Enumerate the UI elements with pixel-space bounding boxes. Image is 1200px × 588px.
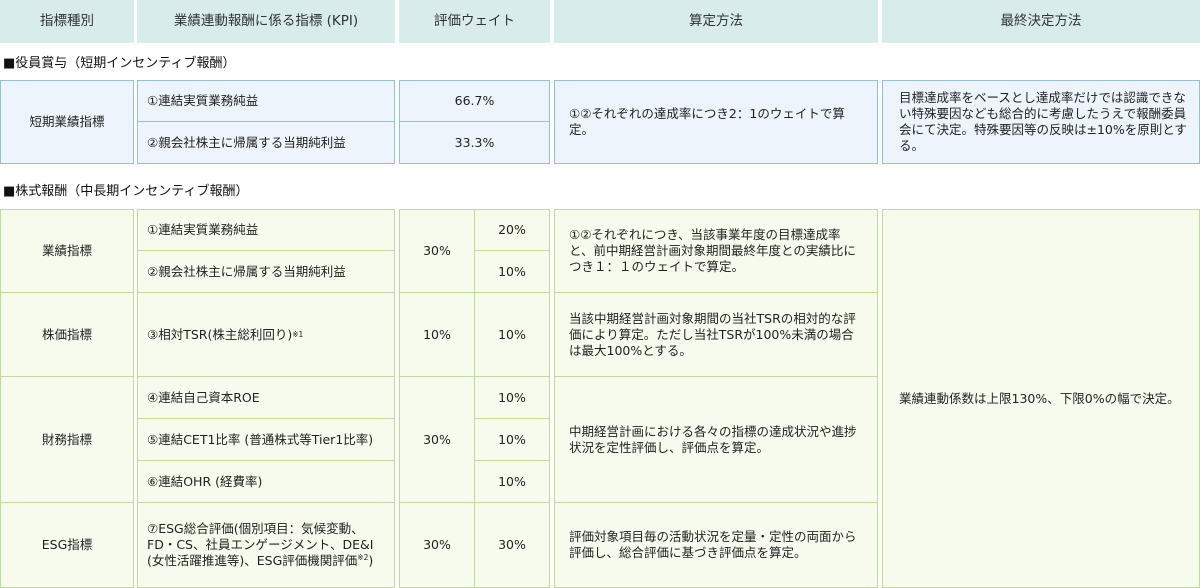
weight-kpi4: 10% xyxy=(474,377,550,419)
section-title-stock: ■株式報酬（中長期インセンティブ報酬） xyxy=(3,184,249,199)
method-performance: ①②それぞれにつき、当該事業年度の目標達成率と、前中期経営計画対象期間最終年度と… xyxy=(554,209,878,293)
weight-kpi6: 10% xyxy=(474,461,550,503)
method-esg: 評価対象項目毎の活動状況を定量・定性の両面から評価し、総合評価に基づき評価点を算… xyxy=(554,503,878,588)
weight-kpi5: 10% xyxy=(474,419,550,461)
kpi-relative-tsr: ③相対TSR(株主総利回り) ※1 xyxy=(137,293,395,377)
header-method: 算定方法 xyxy=(554,0,878,43)
weight-66-7: 66.7% xyxy=(399,80,550,122)
category-esg: ESG指標 xyxy=(0,503,134,588)
kpi-net-income: ②親会社株主に帰属する当期純利益 xyxy=(137,122,395,164)
kpi-esg: ⑦ESG総合評価(個別項目：気候変動、FD・CS、社員エンゲージメント、DE&I… xyxy=(137,503,395,588)
weight-kpi1: 20% xyxy=(474,209,550,251)
category-financial: 財務指標 xyxy=(0,377,134,503)
weight-kpi7: 30% xyxy=(474,503,550,588)
header-kpi: 業績連動報酬に係る指標 (KPI) xyxy=(137,0,395,43)
kpi-consolidated-net-business-profit: ①連結実質業務純益 xyxy=(137,80,395,122)
weight-kpi3: 10% xyxy=(474,293,550,377)
section-title-bonus: ■役員賞与（短期インセンティブ報酬） xyxy=(3,56,236,71)
weight-financial-total: 30% xyxy=(399,377,475,503)
method-stock: 当該中期経営計画対象期間の当社TSRの相対的な評価により算定。ただし当社TSRが… xyxy=(554,293,878,377)
weight-33-3: 33.3% xyxy=(399,122,550,164)
category-short-term: 短期業績指標 xyxy=(0,80,134,164)
header-category: 指標種別 xyxy=(0,0,134,43)
kpi-net-income-2: ②親会社株主に帰属する当期純利益 xyxy=(137,251,395,293)
final-stock: 業績連動係数は上限130%、下限0%の幅で決定。 xyxy=(882,209,1200,588)
weight-performance-total: 30% xyxy=(399,209,475,293)
header-weight: 評価ウェイト xyxy=(399,0,550,43)
header-final: 最終決定方法 xyxy=(882,0,1200,43)
weight-stock-total: 10% xyxy=(399,293,475,377)
method-short-term: ①②それぞれの達成率につき2：1のウェイトで算定。 xyxy=(554,80,878,164)
weight-kpi2: 10% xyxy=(474,251,550,293)
kpi-ohr: ⑥連結OHR (経費率) xyxy=(137,461,395,503)
category-stock-price: 株価指標 xyxy=(0,293,134,377)
kpi-consolidated-net-business-profit-2: ①連結実質業務純益 xyxy=(137,209,395,251)
kpi-roe: ④連結自己資本ROE xyxy=(137,377,395,419)
weight-esg-total: 30% xyxy=(399,503,475,588)
method-financial: 中期経営計画における各々の指標の達成状況や進捗状況を定性評価し、評価点を算定。 xyxy=(554,377,878,503)
final-short-term: 目標達成率をベースとし達成率だけでは認識できない特殊要因なども総合的に考慮したう… xyxy=(882,80,1200,164)
category-performance: 業績指標 xyxy=(0,209,134,293)
kpi-cet1: ⑤連結CET1比率 (普通株式等Tier1比率) xyxy=(137,419,395,461)
